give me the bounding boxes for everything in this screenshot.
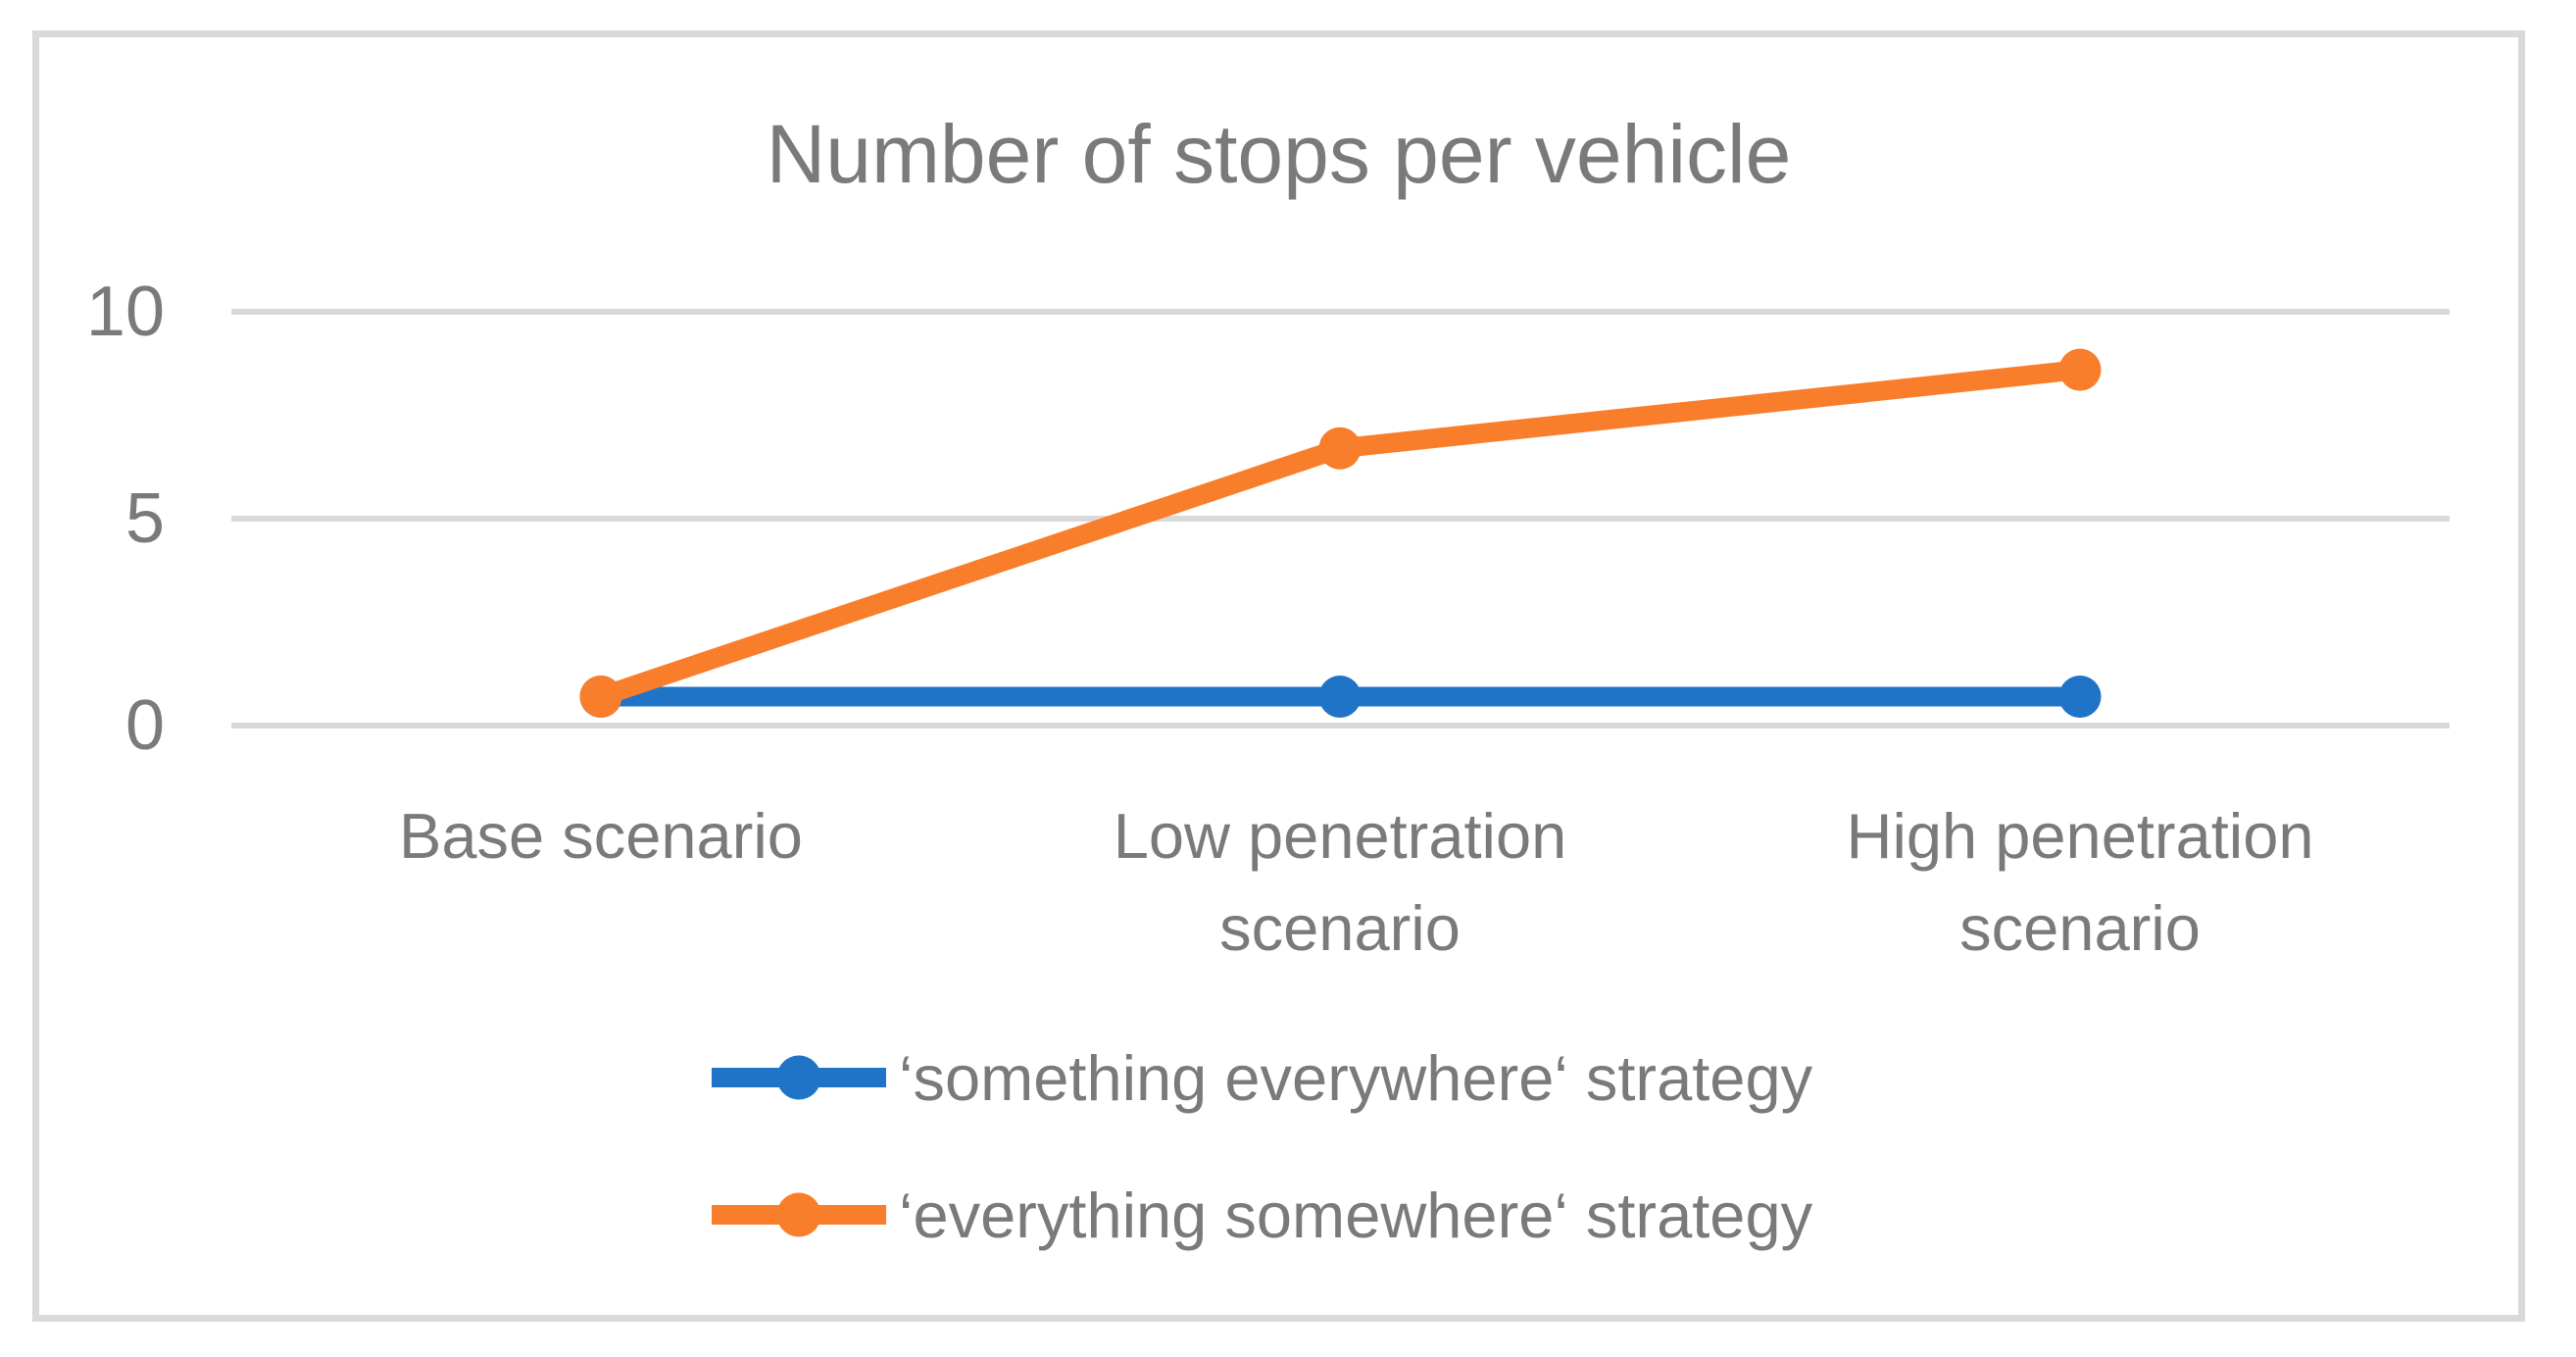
x-category-label-low-penetration: Low penetration scenario — [1113, 800, 1567, 964]
x-category-label-high-penetration: High penetration scenario — [1846, 800, 2314, 964]
legend-label: ‘everything somewhere‘ strategy — [899, 1179, 1813, 1251]
chart-title: Number of stops per vehicle — [766, 108, 1792, 200]
data-point-s0-c2 — [2058, 675, 2102, 718]
legend-marker-line-dot-icon — [712, 1055, 886, 1100]
series-line-1 — [597, 360, 2082, 706]
y-tick-label-10: 10 — [85, 273, 165, 351]
y-tick-label-5: 5 — [124, 479, 165, 558]
data-point-s1-c1 — [1318, 427, 1362, 470]
y-tick-label-0: 0 — [124, 686, 165, 765]
legend-marker-line-dot-icon — [712, 1192, 886, 1237]
data-point-s0-c1 — [1318, 675, 1362, 718]
legend-item-everything-somewhere: ‘everything somewhere‘ strategy — [712, 1179, 1813, 1251]
legend-label: ‘something everywhere‘ strategy — [899, 1041, 1813, 1114]
data-point-s1-c2 — [2058, 348, 2102, 391]
x-category-label-base: Base scenario — [399, 800, 803, 872]
chart-frame — [32, 30, 2525, 1322]
legend-item-something-everywhere: ‘something everywhere‘ strategy — [712, 1041, 1813, 1114]
data-point-s1-c0 — [579, 675, 622, 718]
